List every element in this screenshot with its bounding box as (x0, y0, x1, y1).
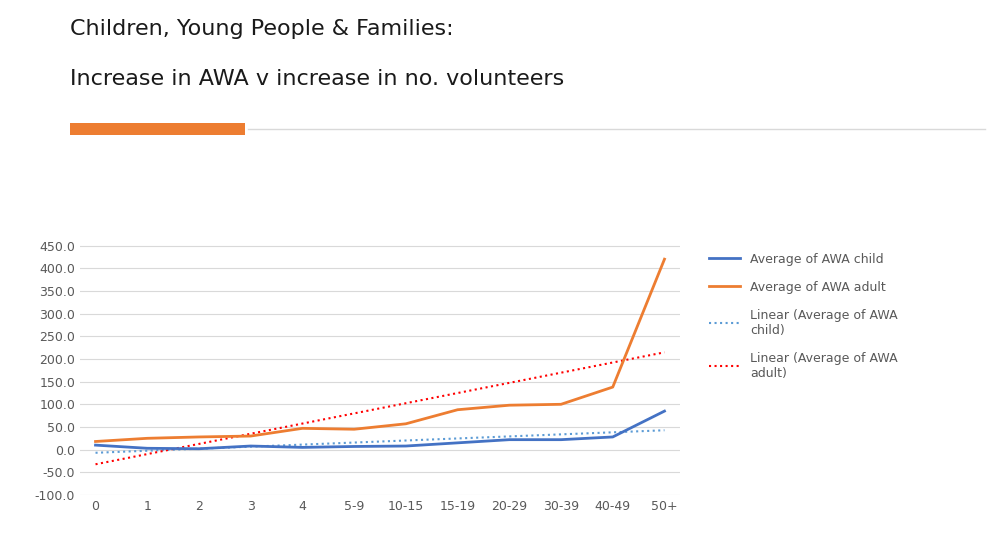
Legend: Average of AWA child, Average of AWA adult, Linear (Average of AWA
child), Linea: Average of AWA child, Average of AWA adu… (704, 248, 903, 385)
Text: Children, Young People & Families:: Children, Young People & Families: (70, 19, 454, 39)
Text: Increase in AWA v increase in no. volunteers: Increase in AWA v increase in no. volunt… (70, 69, 564, 89)
